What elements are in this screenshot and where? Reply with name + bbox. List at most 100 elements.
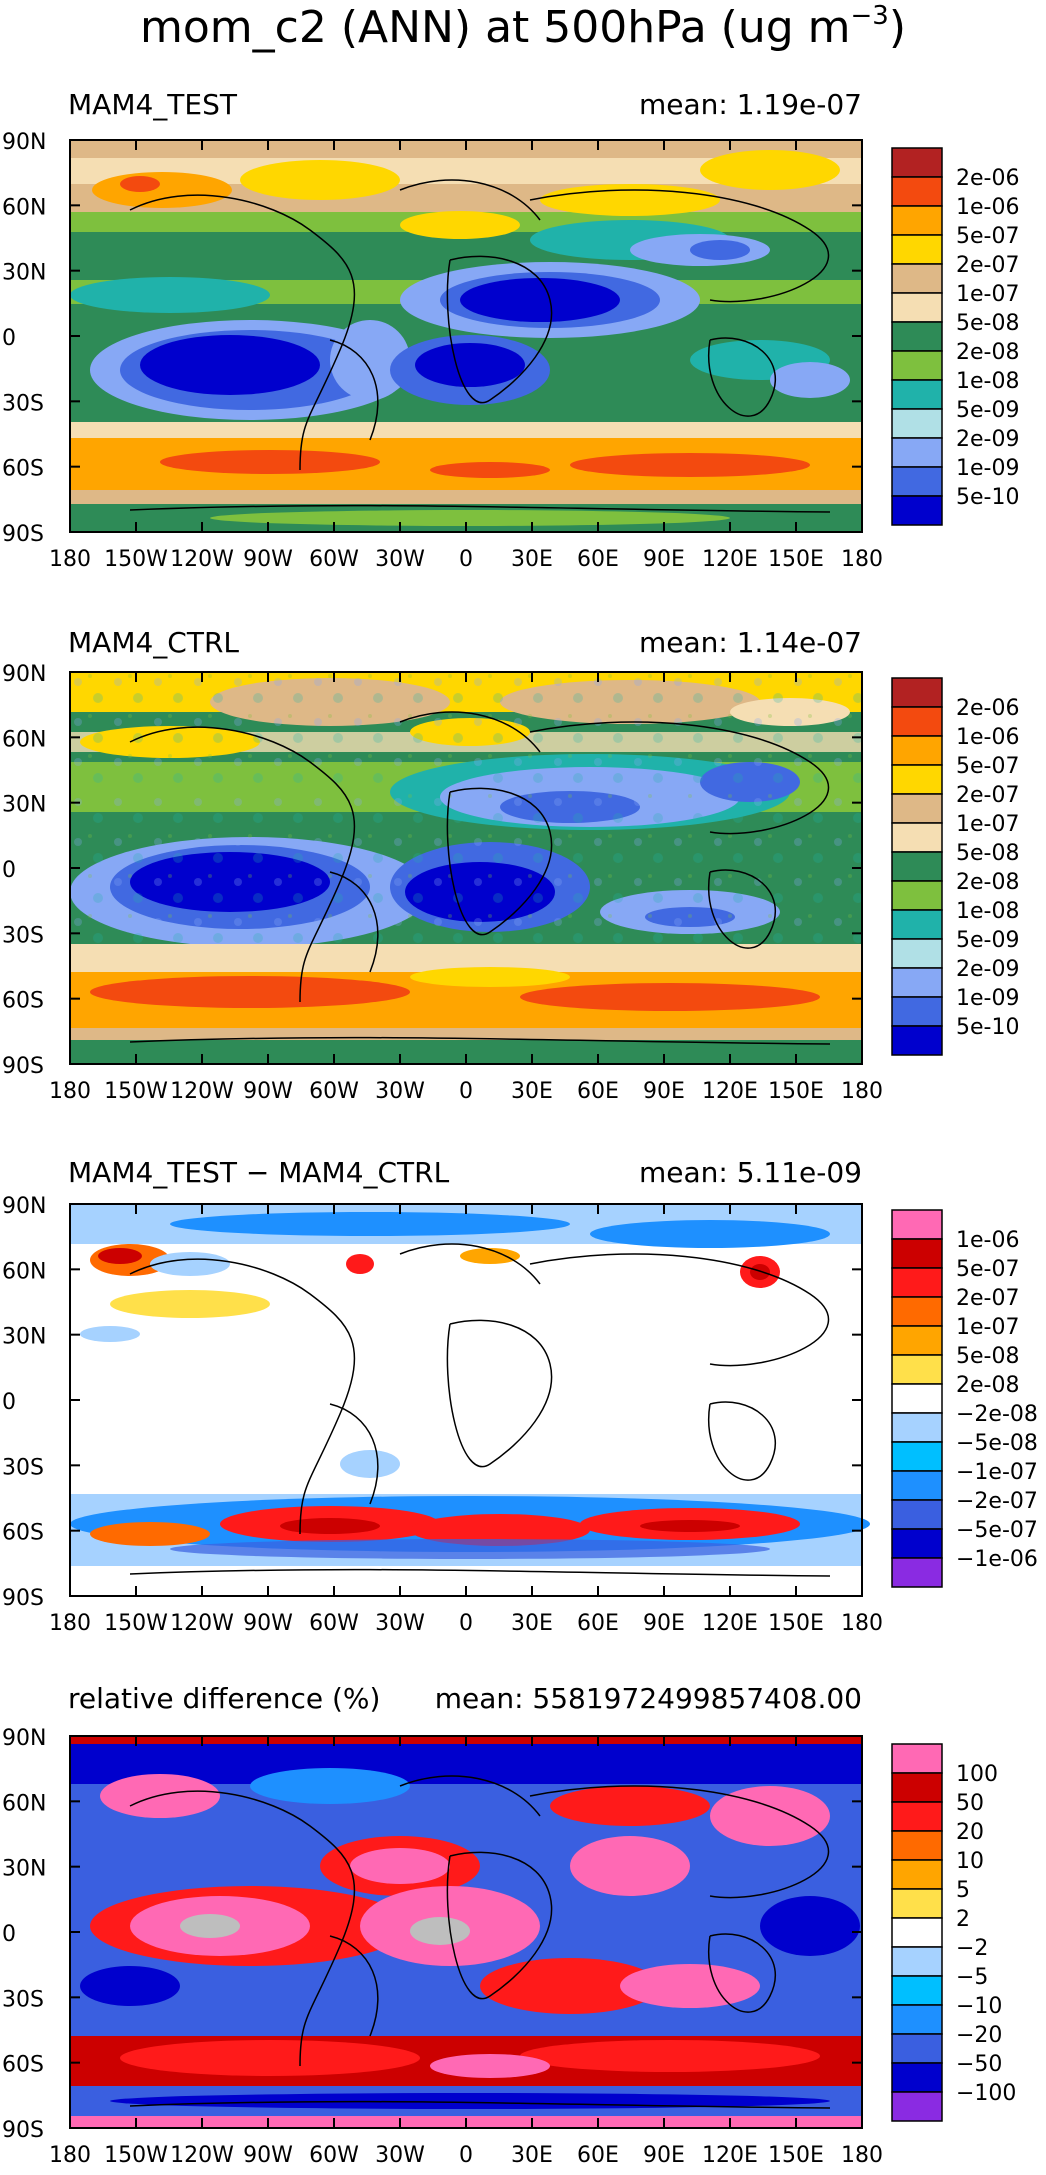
colorbar-swatch <box>891 1830 943 1861</box>
colorbar-swatch <box>891 2004 943 2035</box>
x-tick-label: 30W <box>375 1611 425 1636</box>
colorbar-label: 2e-07 <box>956 783 1019 808</box>
colorbar-label: 5 <box>956 1878 970 1903</box>
y-tick-label: 30N <box>2 1857 46 1882</box>
y-tick-label: 60S <box>2 989 44 1014</box>
x-tick-label: 180 <box>49 547 91 572</box>
y-tick-label: 30N <box>2 793 46 818</box>
colorbar-swatch <box>891 1267 943 1298</box>
colorbar-swatch <box>891 851 943 882</box>
panel-title: MAM4_CTRL <box>68 626 239 659</box>
map-field <box>69 671 863 1065</box>
colorbar-swatch <box>891 2062 943 2093</box>
colorbar-swatch <box>891 1238 943 1269</box>
colorbar-label: 5e-08 <box>956 311 1019 336</box>
x-tick-label: 90W <box>243 1611 293 1636</box>
x-tick-label: 90W <box>243 2143 293 2168</box>
colorbar-swatch <box>891 677 943 708</box>
colorbar-swatch <box>891 793 943 824</box>
colorbar-label: 5e-07 <box>956 1257 1019 1282</box>
colorbar-label: 2 <box>956 1907 970 1932</box>
panel-title: relative difference (%) <box>68 1682 380 1715</box>
colorbar-label: 1e-09 <box>956 986 1019 1011</box>
y-tick-label: 90N <box>2 1726 46 1751</box>
colorbar-swatch <box>891 292 943 323</box>
colorbar-label: −5e-07 <box>956 1518 1038 1543</box>
title-exponent: −3 <box>850 1 888 31</box>
colorbar-label: 5e-10 <box>956 485 1019 510</box>
y-tick-label: 60N <box>2 1791 46 1816</box>
colorbar-swatch <box>891 408 943 439</box>
colorbar-label: 1e-06 <box>956 195 1019 220</box>
coastlines <box>129 179 831 513</box>
colorbar-label: 1e-09 <box>956 456 1019 481</box>
y-tick-label: 90N <box>2 130 46 155</box>
x-tick-label: 60E <box>577 1079 619 1104</box>
colorbar-label: 2e-06 <box>956 166 1019 191</box>
colorbar-swatch <box>891 1412 943 1443</box>
y-tick-label: 60S <box>2 2053 44 2078</box>
x-tick-label: 180 <box>841 1079 883 1104</box>
colorbar-label: 5e-09 <box>956 398 1019 423</box>
colorbar-label: 2e-08 <box>956 870 1019 895</box>
panel-difference: MAM4_TEST − MAM4_CTRL mean: 5.11e-09 <box>2 1156 1038 1636</box>
colorbar-label: 5e-10 <box>956 1015 1019 1040</box>
colorbar-swatch <box>891 495 943 526</box>
colorbar-label: 2e-09 <box>956 957 1019 982</box>
y-tick-label: 0 <box>2 326 16 351</box>
colorbar-swatch <box>891 1772 943 1803</box>
x-tick-label: 180 <box>841 547 883 572</box>
colorbar-swatch <box>891 321 943 352</box>
x-tick-label: 150E <box>768 547 824 572</box>
colorbar-swatch <box>891 1528 943 1559</box>
colorbar-label: 2e-07 <box>956 1286 1019 1311</box>
x-tick-label: 60E <box>577 2143 619 2168</box>
x-tick-label: 60E <box>577 547 619 572</box>
x-tick-label: 180 <box>841 2143 883 2168</box>
colorbar-label: 2e-09 <box>956 427 1019 452</box>
y-tick-label: 30S <box>2 1455 44 1480</box>
colorbar-swatch <box>891 2091 943 2122</box>
colorbar-label: 1e-07 <box>956 282 1019 307</box>
colorbar-label: −10 <box>956 1994 1002 2019</box>
x-tick-label: 150W <box>104 2143 168 2168</box>
x-tick-label: 30E <box>511 1611 553 1636</box>
colorbar-label: −20 <box>956 2023 1002 2048</box>
colorbar-label: 5e-07 <box>956 224 1019 249</box>
colorbar-label: −5e-08 <box>956 1431 1038 1456</box>
colorbar-swatch <box>891 1209 943 1240</box>
colorbar-label: −50 <box>956 2052 1002 2077</box>
x-tick-label: 180 <box>49 1079 91 1104</box>
y-tick-label: 90S <box>2 1586 44 1611</box>
y-tick-label: 30S <box>2 923 44 948</box>
colorbar-label: −100 <box>956 2081 1016 2106</box>
colorbar-swatch <box>891 2033 943 2064</box>
colorbar-swatch <box>891 1917 943 1948</box>
title-close: ) <box>889 2 906 53</box>
panel-mam4-ctrl: MAM4_CTRL mean: 1.14e-07 <box>2 626 1019 1104</box>
colorbar-swatch <box>891 880 943 911</box>
colorbar-swatch <box>891 735 943 766</box>
colorbar-label: 1e-08 <box>956 899 1019 924</box>
y-tick-label: 30S <box>2 391 44 416</box>
colorbar-label: −2e-08 <box>956 1402 1038 1427</box>
colorbar-swatch <box>891 1946 943 1977</box>
x-tick-label: 30W <box>375 2143 425 2168</box>
colorbar-swatch <box>891 938 943 969</box>
colorbar-swatch <box>891 1354 943 1385</box>
x-tick-label: 30E <box>511 547 553 572</box>
x-tick-label: 180 <box>49 1611 91 1636</box>
x-tick-label: 30E <box>511 2143 553 2168</box>
x-tick-label: 120W <box>170 547 234 572</box>
x-tick-label: 30W <box>375 1079 425 1104</box>
map-field <box>69 139 863 533</box>
colorbar-swatch <box>891 1859 943 1890</box>
y-tick-label: 0 <box>2 1922 16 1947</box>
map-field <box>69 1735 863 2129</box>
colorbar-label: 1e-08 <box>956 369 1019 394</box>
x-tick-label: 90W <box>243 547 293 572</box>
colorbar-label: 20 <box>956 1820 984 1845</box>
x-tick-label: 120E <box>702 547 758 572</box>
colorbar-swatch <box>891 1325 943 1356</box>
